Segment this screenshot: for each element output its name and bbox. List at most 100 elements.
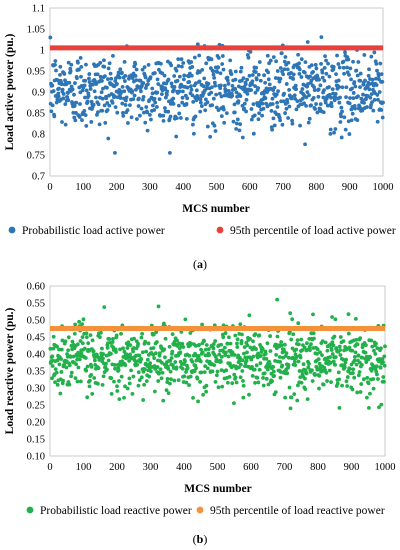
panel-b-data-point: [162, 347, 167, 352]
panel-a-data-point: [211, 69, 216, 74]
panel-b-data-point: [109, 376, 114, 381]
panel-a-legend: Probabilistic load active power 95th per…: [8, 225, 396, 237]
panel-b-data-point: [360, 355, 365, 360]
panel-b-data-point: [317, 361, 322, 366]
panel-a-data-point: [355, 73, 360, 78]
panel-a-data-point: [246, 55, 251, 60]
panel-a-data-point: [353, 106, 357, 111]
panel-b-data-point: [344, 379, 349, 384]
panel-b-data-point: [315, 347, 320, 352]
panel-b-data-point: [90, 392, 95, 396]
panel-a-data-point: [358, 71, 363, 76]
panel-a-data-point: [184, 102, 189, 106]
panel-a-data-point: [280, 122, 285, 127]
panel-a-data-point: [266, 70, 271, 75]
panel-a-data-point: [123, 73, 128, 78]
panel-a-data-point: [174, 68, 179, 73]
panel-b-data-point: [315, 352, 319, 356]
panel-a-data-point: [346, 57, 351, 62]
panel-a-data-point: [124, 98, 128, 103]
panel-b-data-point: [381, 375, 386, 379]
panel-b: Load reactive power (pu.) 0.100.150.200.…: [4, 282, 396, 547]
panel-b-data-point: [199, 370, 204, 375]
panel-b-data-point: [87, 378, 92, 383]
panel-a-data-point: [233, 77, 238, 82]
panel-b-data-point: [347, 366, 352, 371]
panel-a-data-point: [260, 113, 265, 118]
panel-b-data-point: [270, 379, 275, 383]
panel-b-data-point: [224, 368, 229, 373]
panel-b-data-point: [350, 387, 355, 392]
panel-a-data-point: [317, 77, 321, 82]
panel-a-data-point: [278, 76, 283, 81]
panel-a-data-point: [224, 111, 229, 116]
panel-a-data-point: [282, 67, 287, 72]
panel-b-data-point: [323, 340, 328, 345]
panel-a-data-point: [102, 58, 106, 63]
panel-a-data-point: [167, 151, 172, 155]
panel-a-data-point: [254, 77, 259, 82]
panel-b-data-point: [251, 339, 255, 344]
panel-a-data-point: [218, 83, 223, 88]
panel-a-data-point: [162, 73, 167, 78]
panel-a-data-point: [242, 106, 247, 111]
panel-a-data-point: [139, 106, 144, 111]
panel-a-data-point: [375, 93, 380, 97]
panel-b-data-point: [324, 370, 329, 375]
panel-b-data-point: [272, 373, 277, 378]
panel-a-data-point: [161, 118, 166, 123]
panel-a-data-point: [82, 109, 87, 113]
panel-a-data-point: [343, 50, 347, 55]
panel-b-data-point: [92, 358, 97, 363]
panel-b-data-point: [317, 386, 321, 391]
panel-a-data-point: [200, 67, 205, 72]
panel-a-data-point: [377, 90, 382, 94]
panel-b-data-point: [240, 358, 245, 363]
panel-a-legend-marker-1: [8, 226, 16, 234]
panel-a-data-point: [66, 98, 71, 103]
panel-a-data-point: [254, 65, 259, 70]
panel-a-data-point: [338, 120, 343, 124]
panel-a-data-point: [143, 120, 148, 125]
panel-b-data-point: [284, 351, 289, 356]
panel-b-data-point: [148, 361, 153, 366]
panel-b-data-point: [287, 385, 292, 390]
panel-a-data-point: [256, 117, 261, 122]
panel-a-data-point: [150, 86, 155, 91]
panel-b-data-point: [242, 345, 247, 349]
panel-a-x-tick-label: 1000: [373, 182, 394, 193]
panel-b-data-point: [356, 373, 361, 378]
panel-a-data-point: [172, 74, 177, 78]
panel-b-data-point: [364, 343, 368, 348]
panel-a-data-point: [353, 84, 358, 89]
panel-a-data-point: [84, 88, 89, 93]
panel-b-xlabel: MCS number: [184, 483, 251, 495]
panel-b-data-point: [168, 369, 173, 374]
panel-b-data-point: [203, 364, 208, 369]
panel-b-data-point: [105, 345, 110, 350]
panel-a-data-point: [275, 100, 280, 105]
panel-b-data-point: [213, 339, 218, 343]
panel-b-data-point: [288, 406, 293, 411]
panel-a-data-point: [94, 82, 99, 86]
panel-b-data-point: [304, 371, 309, 376]
panel-a-data-point: [180, 100, 185, 105]
panel-b-data-point: [48, 346, 53, 351]
panel-b-data-point: [156, 304, 161, 309]
panel-a-data-point: [306, 120, 311, 125]
panel-a-data-point: [134, 78, 139, 83]
panel-a-data-point: [294, 107, 299, 112]
panel-a-data-point: [381, 100, 385, 105]
panel-a-data-point: [181, 77, 186, 82]
panel-b-data-point: [117, 397, 122, 402]
panel-a-data-point: [297, 67, 302, 72]
panel-b-data-point: [222, 345, 227, 350]
panel-b-data-point: [76, 353, 81, 358]
panel-b-data-point: [66, 335, 71, 340]
panel-b-data-point: [375, 372, 379, 377]
panel-b-data-point: [57, 362, 62, 367]
panel-b-data-point: [232, 401, 236, 406]
panel-b-data-point: [168, 381, 172, 386]
panel-b-data-point: [126, 340, 131, 345]
panel-a-data-point: [83, 113, 88, 118]
